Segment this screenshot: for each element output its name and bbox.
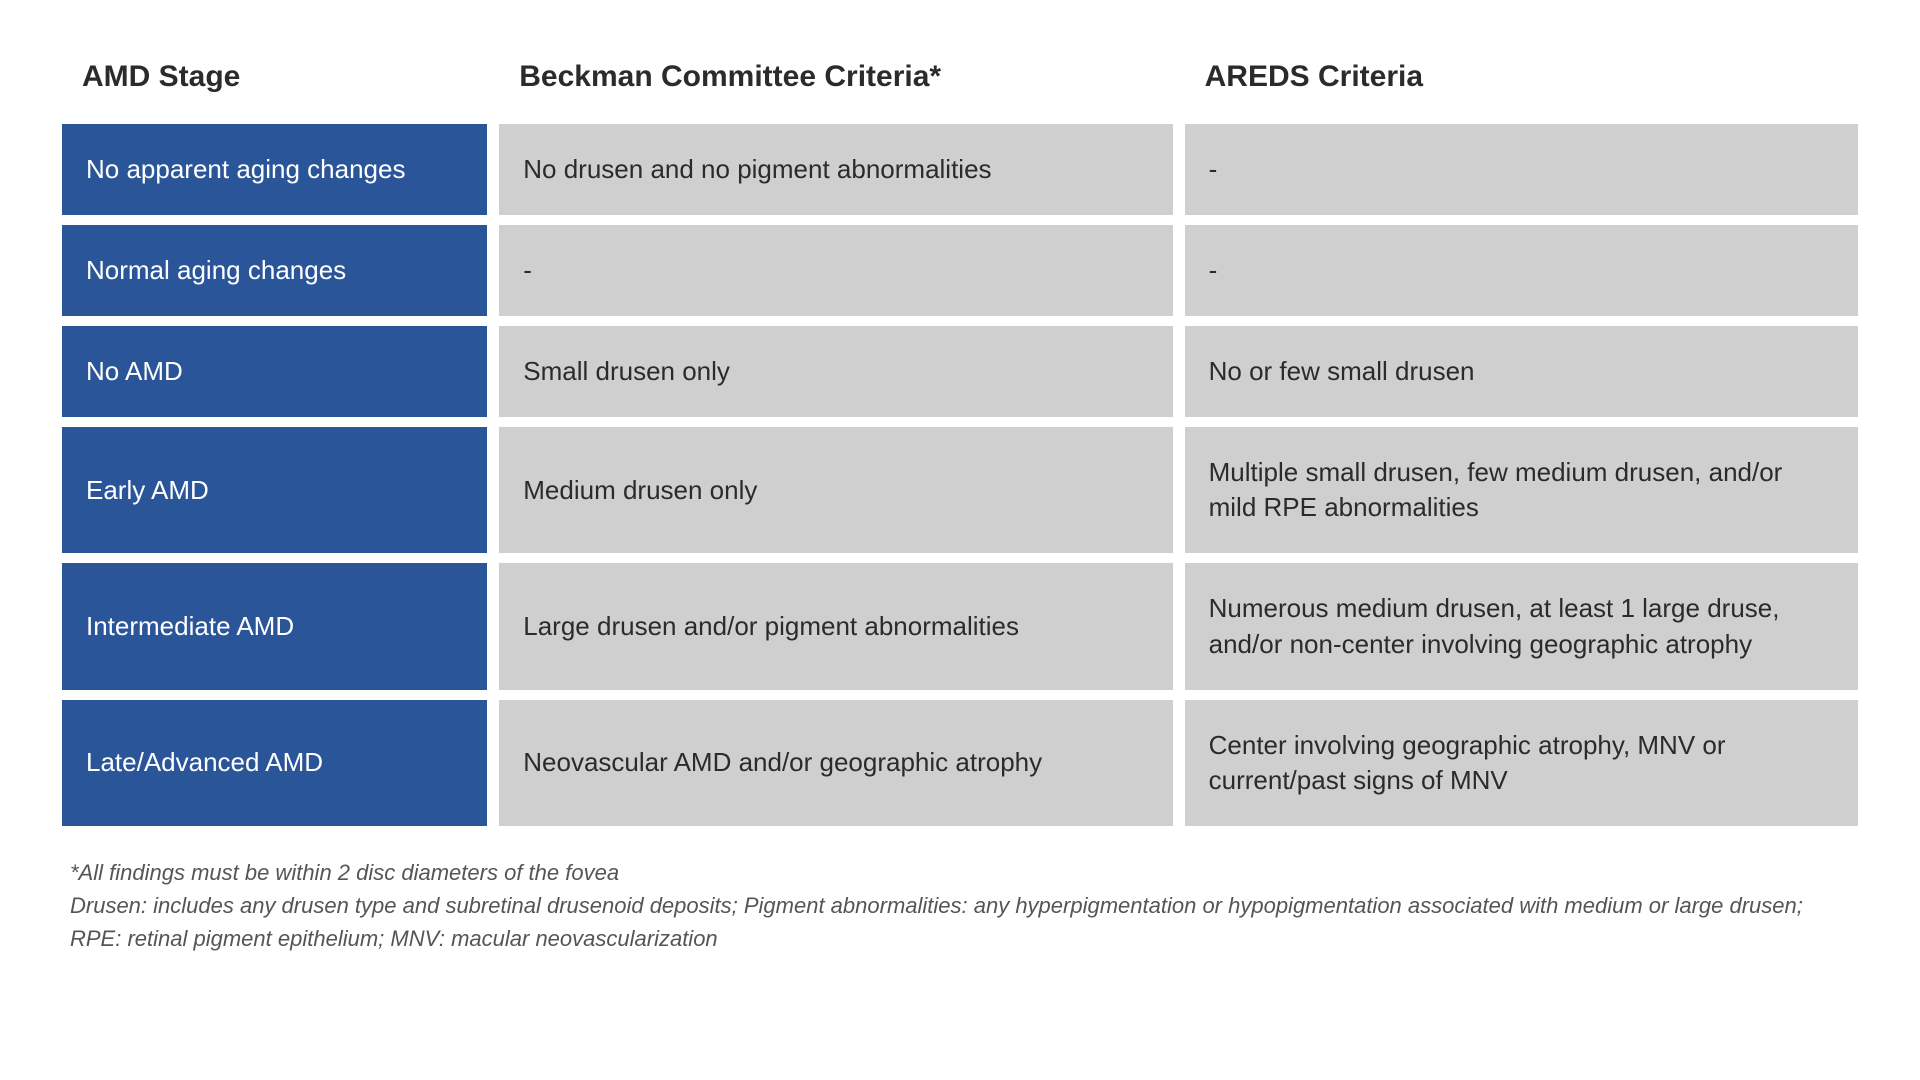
areds-cell: Multiple small drusen, few medium drusen…	[1185, 427, 1858, 553]
table-row: Early AMD Medium drusen only Multiple sm…	[62, 427, 1858, 553]
table-row: Normal aging changes - -	[62, 225, 1858, 316]
table-row: Intermediate AMD Large drusen and/or pig…	[62, 563, 1858, 689]
stage-cell: No apparent aging changes	[62, 124, 487, 215]
col-header-stage: AMD Stage	[62, 50, 487, 114]
table-row: Late/Advanced AMD Neovascular AMD and/or…	[62, 700, 1858, 826]
beckman-cell: No drusen and no pigment abnormalities	[499, 124, 1172, 215]
beckman-cell: Large drusen and/or pigment abnormalitie…	[499, 563, 1172, 689]
areds-cell: -	[1185, 124, 1858, 215]
footnote-line: Drusen: includes any drusen type and sub…	[70, 889, 1850, 955]
areds-cell: -	[1185, 225, 1858, 316]
stage-cell: Early AMD	[62, 427, 487, 553]
stage-cell: No AMD	[62, 326, 487, 417]
areds-cell: Center involving geographic atrophy, MNV…	[1185, 700, 1858, 826]
table-row: No AMD Small drusen only No or few small…	[62, 326, 1858, 417]
beckman-cell: Neovascular AMD and/or geographic atroph…	[499, 700, 1172, 826]
footnote-line: *All findings must be within 2 disc diam…	[70, 856, 1850, 889]
areds-cell: Numerous medium drusen, at least 1 large…	[1185, 563, 1858, 689]
beckman-cell: Small drusen only	[499, 326, 1172, 417]
col-header-beckman: Beckman Committee Criteria*	[499, 50, 1172, 114]
stage-cell: Normal aging changes	[62, 225, 487, 316]
table-header-row: AMD Stage Beckman Committee Criteria* AR…	[62, 50, 1858, 114]
footnotes: *All findings must be within 2 disc diam…	[50, 856, 1870, 955]
table-row: No apparent aging changes No drusen and …	[62, 124, 1858, 215]
beckman-cell: -	[499, 225, 1172, 316]
beckman-cell: Medium drusen only	[499, 427, 1172, 553]
stage-cell: Intermediate AMD	[62, 563, 487, 689]
col-header-areds: AREDS Criteria	[1185, 50, 1858, 114]
stage-cell: Late/Advanced AMD	[62, 700, 487, 826]
amd-criteria-table: AMD Stage Beckman Committee Criteria* AR…	[50, 40, 1870, 836]
areds-cell: No or few small drusen	[1185, 326, 1858, 417]
